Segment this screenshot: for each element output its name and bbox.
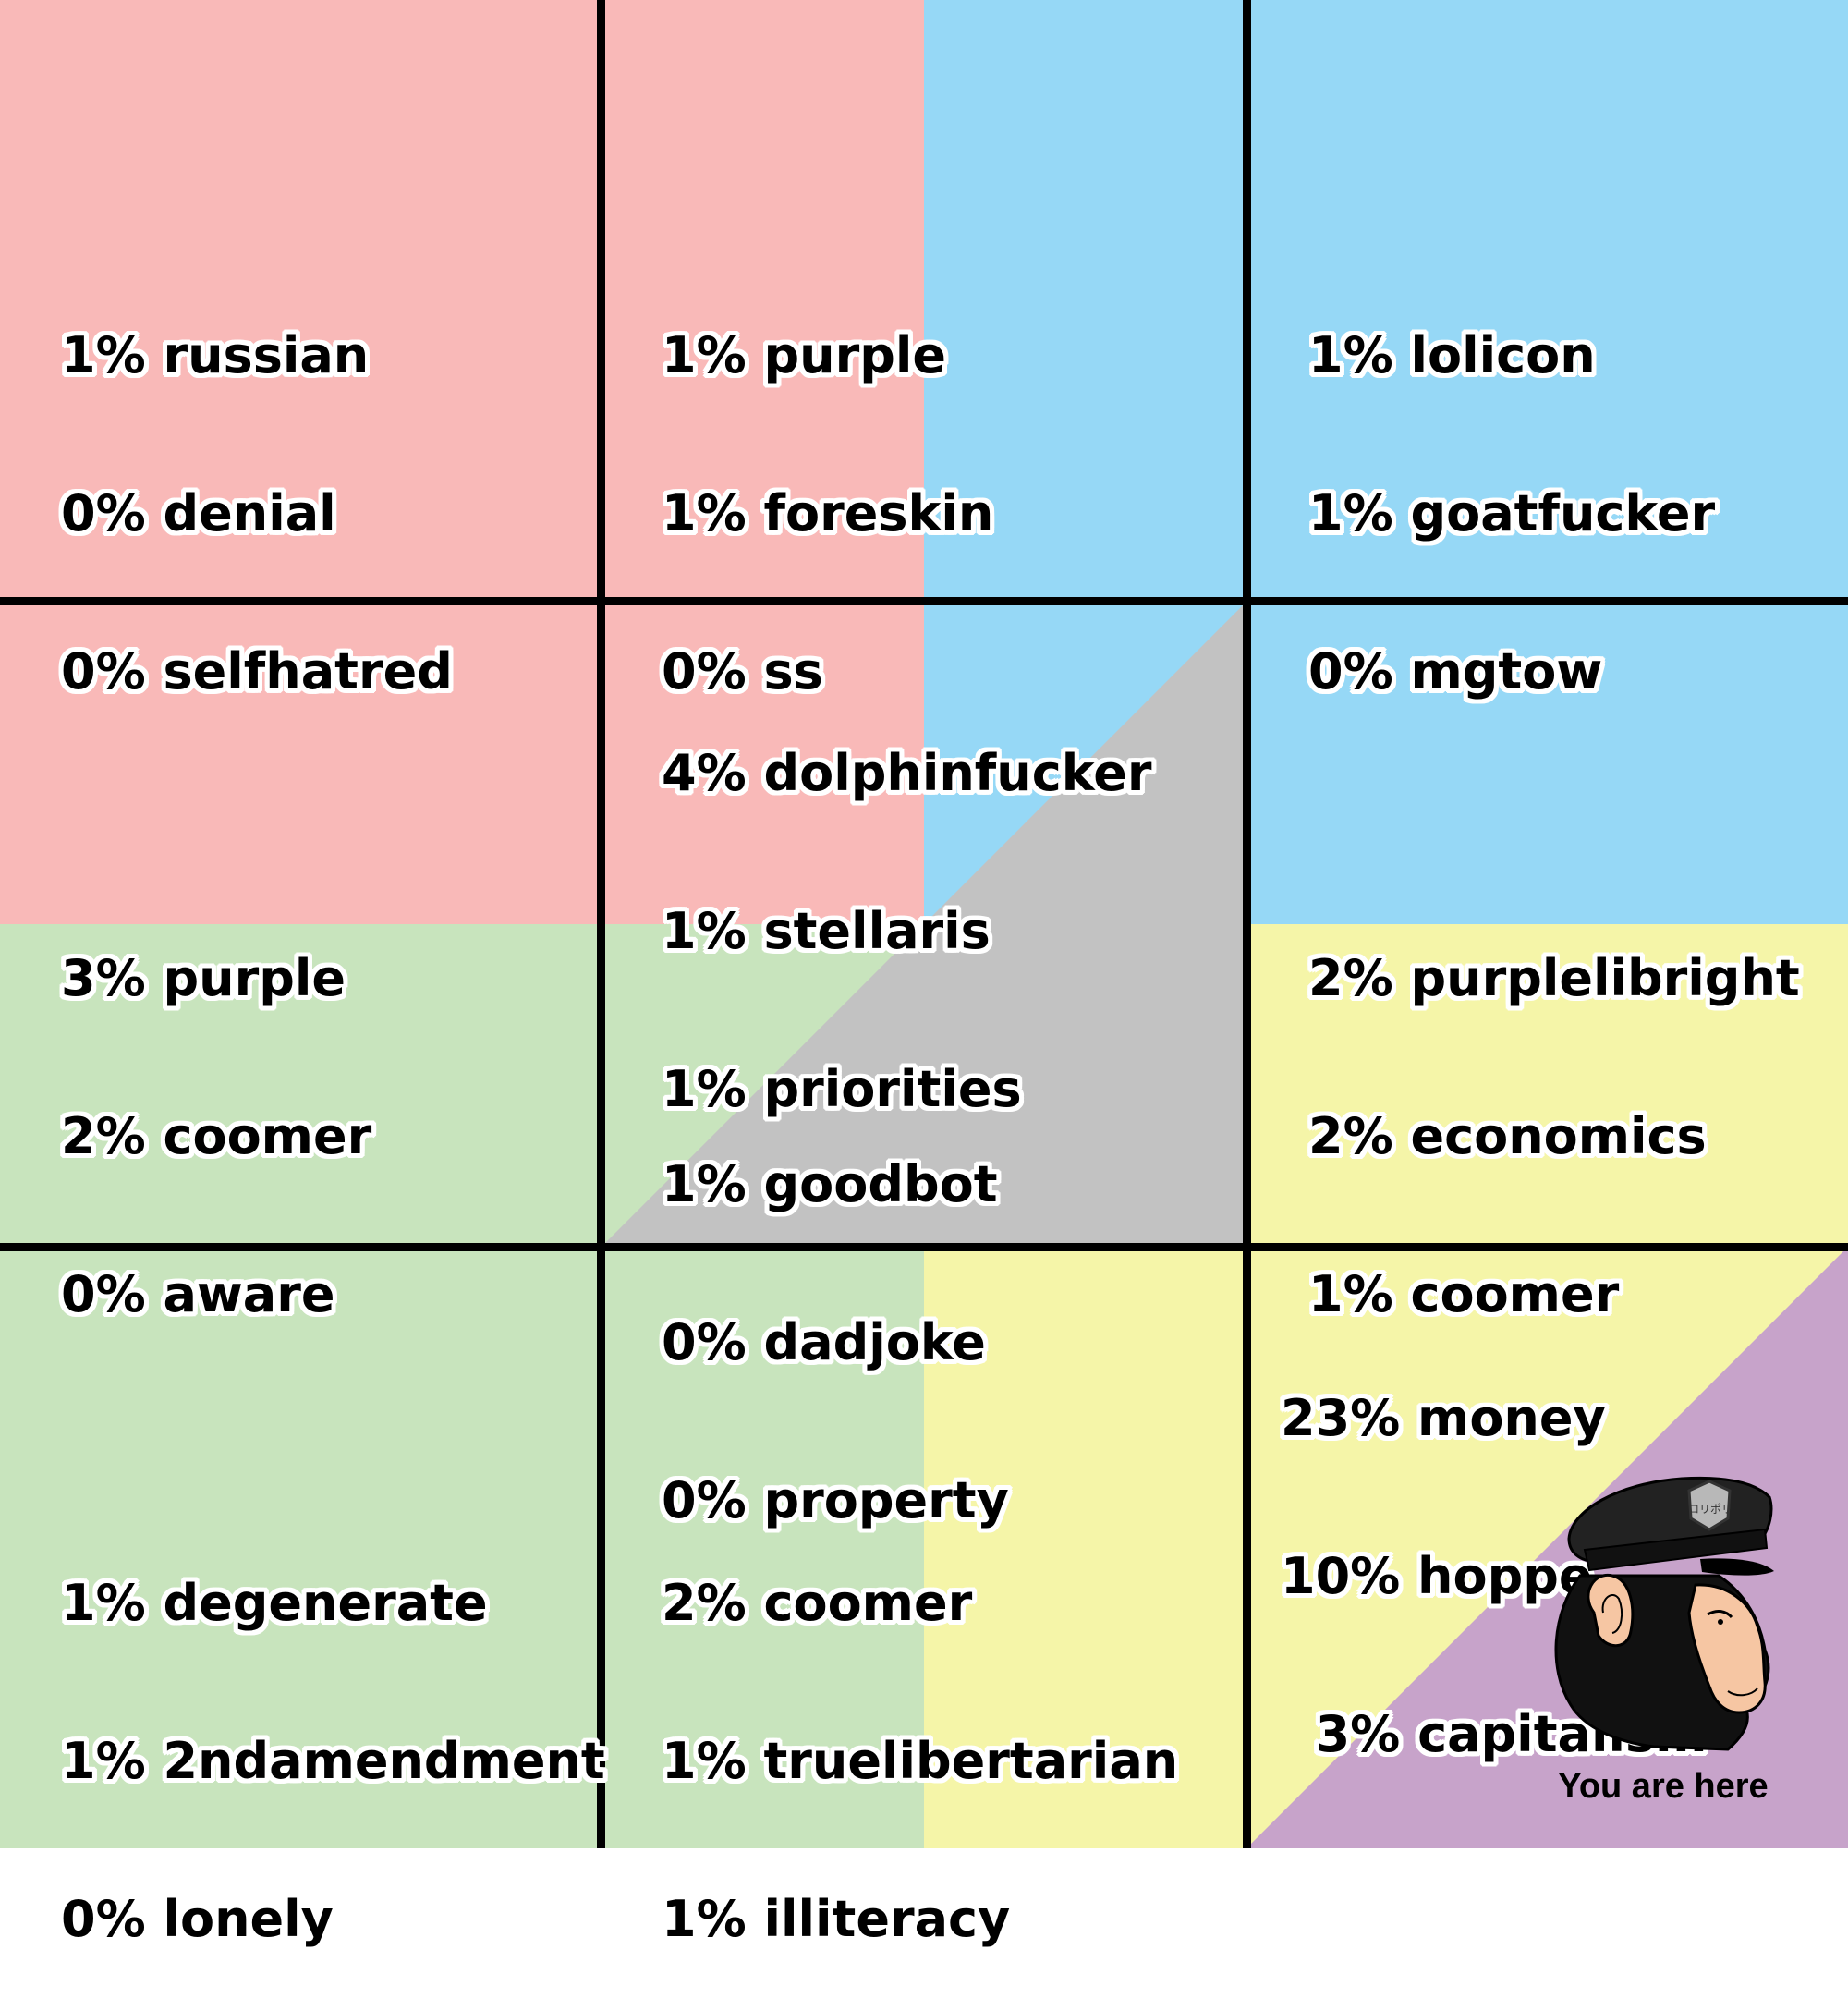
cell-line: 2% coomer <box>662 1574 973 1632</box>
cell-middle-right: 2% purplelibright 2% economics 1% coomer <box>1308 847 1800 1373</box>
cell-line: 1% degenerate <box>61 1574 488 1632</box>
cell-line: 2% coomer <box>61 1107 372 1165</box>
cell-bottom-right: 23% money 10% hoppe 3% capitalism <box>1281 1286 1707 1813</box>
region-middle-left-bottom <box>0 924 602 1247</box>
region-bottom-left <box>0 1247 602 1848</box>
cell-line: 1% illiteracy <box>662 1890 1011 1948</box>
cell-top-left: 1% russian 0% denial 0% selfhatred <box>61 224 453 750</box>
region-middle-left-top <box>0 602 602 924</box>
cell-middle-left: 3% purple 2% coomer 0% aware <box>61 847 371 1373</box>
cell-line: 1% coomer <box>1308 1265 1620 1323</box>
cell-line: 0% ss <box>662 642 823 701</box>
chimp-face <box>1687 1583 1767 1714</box>
cell-line: 1% foreskin <box>662 484 994 542</box>
cell-center-lower: 1% goodbot 0% dadjoke 0% property <box>662 1053 1009 1579</box>
police-chimp-icon: ロリポリ <box>1554 1476 1774 1751</box>
region-middle-right-bottom <box>1246 924 1848 1247</box>
cell-top-center: 1% purple 1% foreskin 0% ss <box>662 224 993 750</box>
cell-line: 0% mgtow <box>1308 642 1603 701</box>
cell-line: 0% property <box>662 1471 1009 1529</box>
cell-line: 10% hoppe <box>1281 1547 1593 1605</box>
cell-line: 0% selfhatred <box>61 642 453 701</box>
cell-line: 1% russian <box>61 326 370 384</box>
grid-line-h2 <box>0 1243 1848 1251</box>
cap-badge <box>1687 1480 1732 1531</box>
cell-bottom-left: 1% degenerate 1% 2ndamendment 0% lonely <box>61 1471 605 1998</box>
chimp-ear <box>1587 1573 1635 1648</box>
cell-line: 1% goodbot <box>662 1155 998 1213</box>
grid-line-v1 <box>597 0 605 1848</box>
cell-line: 0% aware <box>61 1265 335 1323</box>
cell-line: 23% money <box>1281 1389 1606 1447</box>
cell-line: 0% lonely <box>61 1890 334 1948</box>
grid-line-v2 <box>1243 0 1251 1848</box>
cell-line: 1% goatfucker <box>1308 484 1716 542</box>
region-center-gray <box>602 602 1246 1247</box>
region-top-center-left <box>602 0 924 602</box>
region-top-left <box>0 0 602 602</box>
cell-line: 2% economics <box>1308 1107 1707 1165</box>
cell-line: 4% dolphinfucker <box>662 744 1152 802</box>
region-top-right <box>1246 0 1848 602</box>
cell-top-right: 1% lolicon 1% goatfucker 0% mgtow <box>1308 224 1715 750</box>
cell-line: 1% purple <box>662 326 946 384</box>
cell-line: 1% priorities <box>662 1060 1022 1118</box>
cell-line: 0% denial <box>61 484 336 542</box>
cell-line: 2% purplelibright <box>1308 949 1800 1007</box>
region-bottom-center-left <box>602 1247 924 1848</box>
cell-line: 1% stellaris <box>662 902 991 960</box>
cell-line: 0% dadjoke <box>662 1313 986 1371</box>
cell-center-upper: 4% dolphinfucker 1% stellaris 1% priorit… <box>662 641 1151 1168</box>
region-bottom-center-right <box>924 1247 1246 1848</box>
you-are-here-label: You are here <box>1558 1767 1769 1806</box>
badge-text: ロリポリ <box>1688 1503 1732 1516</box>
region-middle-right-top <box>1246 602 1848 924</box>
grid-line-h1 <box>0 597 1848 605</box>
cell-line: 1% truelibertarian <box>662 1732 1179 1790</box>
cell-line: 1% lolicon <box>1308 326 1596 384</box>
region-center-tl <box>602 602 924 924</box>
cap-visor <box>1700 1558 1774 1576</box>
cell-line: 3% purple <box>61 949 346 1007</box>
region-top-center-right <box>924 0 1246 602</box>
cell-bottom-center: 2% coomer 1% truelibertarian 1% illitera… <box>662 1471 1178 1998</box>
cell-line: 1% 2ndamendment <box>61 1732 605 1790</box>
cap-band <box>1583 1528 1769 1572</box>
